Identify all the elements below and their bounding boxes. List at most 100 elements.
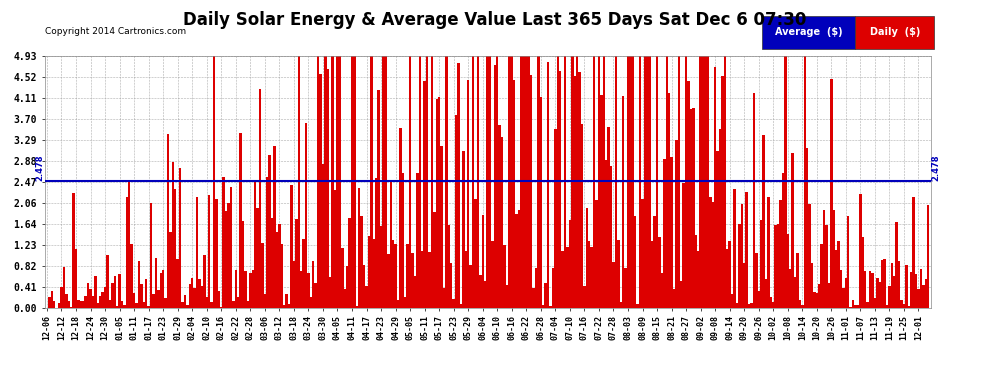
Bar	[315, 283, 317, 308]
Bar	[821, 244, 823, 308]
Bar	[528, 56, 530, 308]
Bar	[673, 290, 675, 308]
Bar	[157, 290, 159, 308]
Bar	[523, 56, 525, 308]
Bar	[136, 303, 138, 307]
Bar	[84, 296, 87, 307]
Bar	[734, 189, 736, 308]
Bar	[293, 261, 295, 308]
Bar	[699, 56, 702, 308]
Bar	[99, 296, 101, 307]
Bar	[915, 274, 918, 308]
Bar	[586, 208, 588, 308]
Bar	[268, 155, 271, 308]
Bar	[67, 301, 70, 307]
Bar	[126, 197, 128, 308]
Bar	[918, 289, 920, 308]
Bar	[300, 271, 302, 308]
Bar	[610, 166, 612, 308]
Bar	[223, 177, 225, 308]
Bar	[508, 56, 511, 308]
Bar	[719, 129, 721, 308]
Bar	[101, 292, 104, 308]
Bar	[285, 294, 288, 307]
Bar	[494, 65, 496, 308]
Bar	[760, 220, 762, 308]
Bar	[424, 81, 426, 308]
Bar	[305, 123, 307, 308]
Bar	[332, 56, 334, 308]
Bar	[128, 180, 131, 308]
Bar	[211, 302, 213, 307]
Bar	[503, 245, 506, 308]
Bar	[367, 236, 370, 308]
Bar	[642, 199, 644, 308]
Bar	[447, 225, 450, 308]
Bar	[438, 97, 441, 308]
Bar	[397, 300, 399, 307]
Bar	[779, 200, 782, 308]
Bar	[469, 266, 472, 308]
Bar	[322, 164, 324, 308]
Bar	[60, 287, 62, 308]
Bar	[859, 194, 861, 308]
Bar	[823, 210, 826, 308]
Bar	[79, 301, 82, 307]
Bar	[573, 76, 576, 308]
Bar	[472, 56, 474, 308]
Bar	[148, 306, 149, 308]
Bar	[665, 56, 668, 308]
Bar	[141, 284, 143, 308]
Bar	[883, 259, 886, 308]
Bar	[329, 277, 332, 308]
Bar	[739, 224, 741, 308]
Bar	[600, 95, 603, 308]
Bar	[605, 160, 608, 308]
Bar	[791, 153, 794, 308]
Bar	[653, 216, 655, 308]
Bar	[533, 288, 535, 308]
Bar	[181, 302, 184, 307]
Bar	[339, 56, 342, 308]
Bar	[375, 178, 377, 308]
Bar	[94, 276, 97, 308]
Bar	[518, 210, 521, 308]
Bar	[554, 129, 556, 308]
Text: Daily  ($): Daily ($)	[869, 27, 920, 38]
Bar	[544, 284, 546, 308]
Bar	[682, 183, 685, 308]
Bar	[443, 288, 446, 308]
Bar	[176, 258, 179, 308]
Bar	[92, 296, 94, 307]
Bar	[149, 202, 152, 308]
Bar	[828, 283, 831, 308]
Bar	[876, 278, 878, 308]
Bar	[62, 267, 65, 308]
Bar	[271, 219, 273, 308]
Bar	[782, 173, 784, 308]
Bar	[421, 252, 424, 308]
Bar	[404, 297, 407, 307]
Bar	[230, 187, 233, 308]
Bar	[874, 298, 876, 307]
Bar	[660, 273, 663, 308]
Bar	[891, 262, 893, 308]
Bar	[474, 200, 476, 308]
Bar	[566, 247, 568, 308]
Bar	[663, 159, 665, 308]
Bar	[903, 304, 905, 307]
Bar	[104, 287, 106, 308]
Bar	[801, 305, 804, 308]
Bar	[358, 188, 360, 308]
Bar	[365, 286, 367, 308]
Bar	[193, 288, 196, 308]
Bar	[707, 56, 709, 308]
Bar	[913, 197, 915, 308]
Bar	[595, 201, 598, 308]
Bar	[350, 56, 353, 308]
Bar	[459, 304, 462, 307]
Bar	[908, 306, 910, 308]
Bar	[535, 268, 538, 308]
FancyBboxPatch shape	[855, 16, 935, 49]
Bar	[348, 218, 350, 308]
